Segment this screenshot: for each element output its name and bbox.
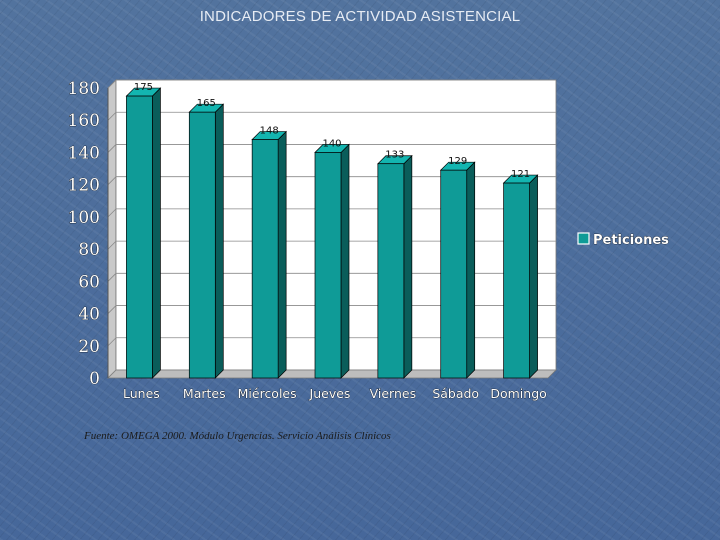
x-tick-label: Viernes <box>370 386 416 401</box>
gridline-side <box>107 111 117 121</box>
y-tick-label: 0 <box>89 369 100 389</box>
bar-front <box>440 169 468 379</box>
data-label: 175 <box>134 82 153 93</box>
y-tick-label: 120 <box>68 176 100 196</box>
gridline-side <box>107 208 117 218</box>
legend: Peticiones <box>577 232 669 248</box>
bar-front <box>377 163 405 379</box>
bar <box>502 174 539 379</box>
bar-side <box>152 87 161 379</box>
bars <box>125 87 539 379</box>
x-tick-label: Martes <box>183 386 226 401</box>
data-label: 129 <box>448 156 467 167</box>
slide-title: INDICADORES DE ACTIVIDAD ASISTENCIAL <box>199 8 521 25</box>
x-tick-label: Miércoles <box>238 386 297 401</box>
bar <box>188 103 225 379</box>
gridline-side <box>107 305 117 314</box>
bar-front <box>314 152 342 379</box>
bar-front <box>251 139 279 379</box>
x-tick-label: Lunes <box>123 386 160 401</box>
bar-side <box>466 161 476 379</box>
bar <box>251 130 287 379</box>
y-tick-label: 160 <box>68 111 100 131</box>
bar <box>314 143 350 379</box>
gridline-side <box>107 369 117 379</box>
y-axis: 0 20 40 60 80 100 120 140 160 180 <box>67 79 109 389</box>
y-tick-label: 20 <box>78 337 100 357</box>
data-label: 165 <box>197 98 216 109</box>
bar-side <box>214 103 224 379</box>
bar-side <box>277 130 287 379</box>
source-note: Fuente: OMEGA 2000. Módulo Urgencias. Se… <box>84 430 391 442</box>
data-label: 133 <box>385 150 404 161</box>
y-tick-label: 80 <box>78 240 100 260</box>
y-tick-label: 60 <box>78 272 100 292</box>
gridline-side <box>107 176 117 185</box>
bar-side <box>529 174 538 379</box>
y-tick-label: 140 <box>68 143 100 163</box>
bar-front <box>503 182 530 379</box>
x-axis: Lunes Martes Miércoles Jueves Viernes Sábado D… <box>123 386 547 402</box>
gridline-side <box>107 79 117 89</box>
y-tick-label: 180 <box>68 79 100 99</box>
data-label: 140 <box>322 138 341 149</box>
x-tick-label: Jueves <box>309 386 351 401</box>
gridline-side <box>107 144 117 153</box>
legend-label: Peticiones <box>593 233 669 248</box>
gridline-side <box>107 273 117 282</box>
x-tick-label: Sábado <box>432 386 479 401</box>
y-tick-label: 100 <box>68 208 100 228</box>
gridline-side <box>107 240 117 250</box>
data-label: 121 <box>511 169 530 180</box>
bar <box>439 161 476 379</box>
bar <box>377 154 413 379</box>
bar <box>125 87 162 379</box>
data-labels: 175 165 148 140 133 129 121 <box>134 82 530 180</box>
data-label: 148 <box>260 126 279 137</box>
y-tick-label: 40 <box>78 305 100 325</box>
x-tick-label: Domingo <box>490 386 546 401</box>
bar-side <box>340 143 350 379</box>
bar-side <box>403 154 413 379</box>
legend-swatch <box>577 232 590 245</box>
bar-front <box>188 111 216 379</box>
gridline-side <box>107 337 117 347</box>
bar-front <box>126 95 153 379</box>
side-wall <box>107 79 117 379</box>
